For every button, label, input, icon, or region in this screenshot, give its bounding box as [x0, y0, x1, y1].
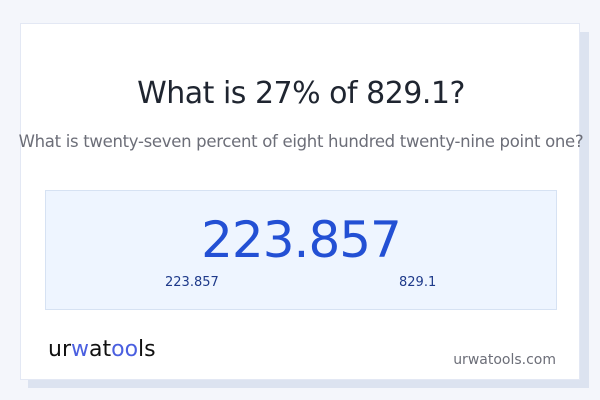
result-card: What is 27% of 829.1? What is twenty-sev…: [19, 23, 584, 380]
page-title: What is 27% of 829.1?: [137, 76, 465, 111]
page-subtitle: What is twenty-seven percent of eight hu…: [18, 132, 584, 151]
result-left-value: 223.857: [165, 275, 219, 290]
result-right-value: 829.1: [399, 275, 437, 290]
site-domain: urwatools.com: [453, 352, 556, 368]
result-box: 223.857 223.857 829.1: [45, 190, 557, 310]
urwatools-logo: urwatools: [48, 337, 156, 362]
result-value: 223.857: [201, 211, 402, 269]
